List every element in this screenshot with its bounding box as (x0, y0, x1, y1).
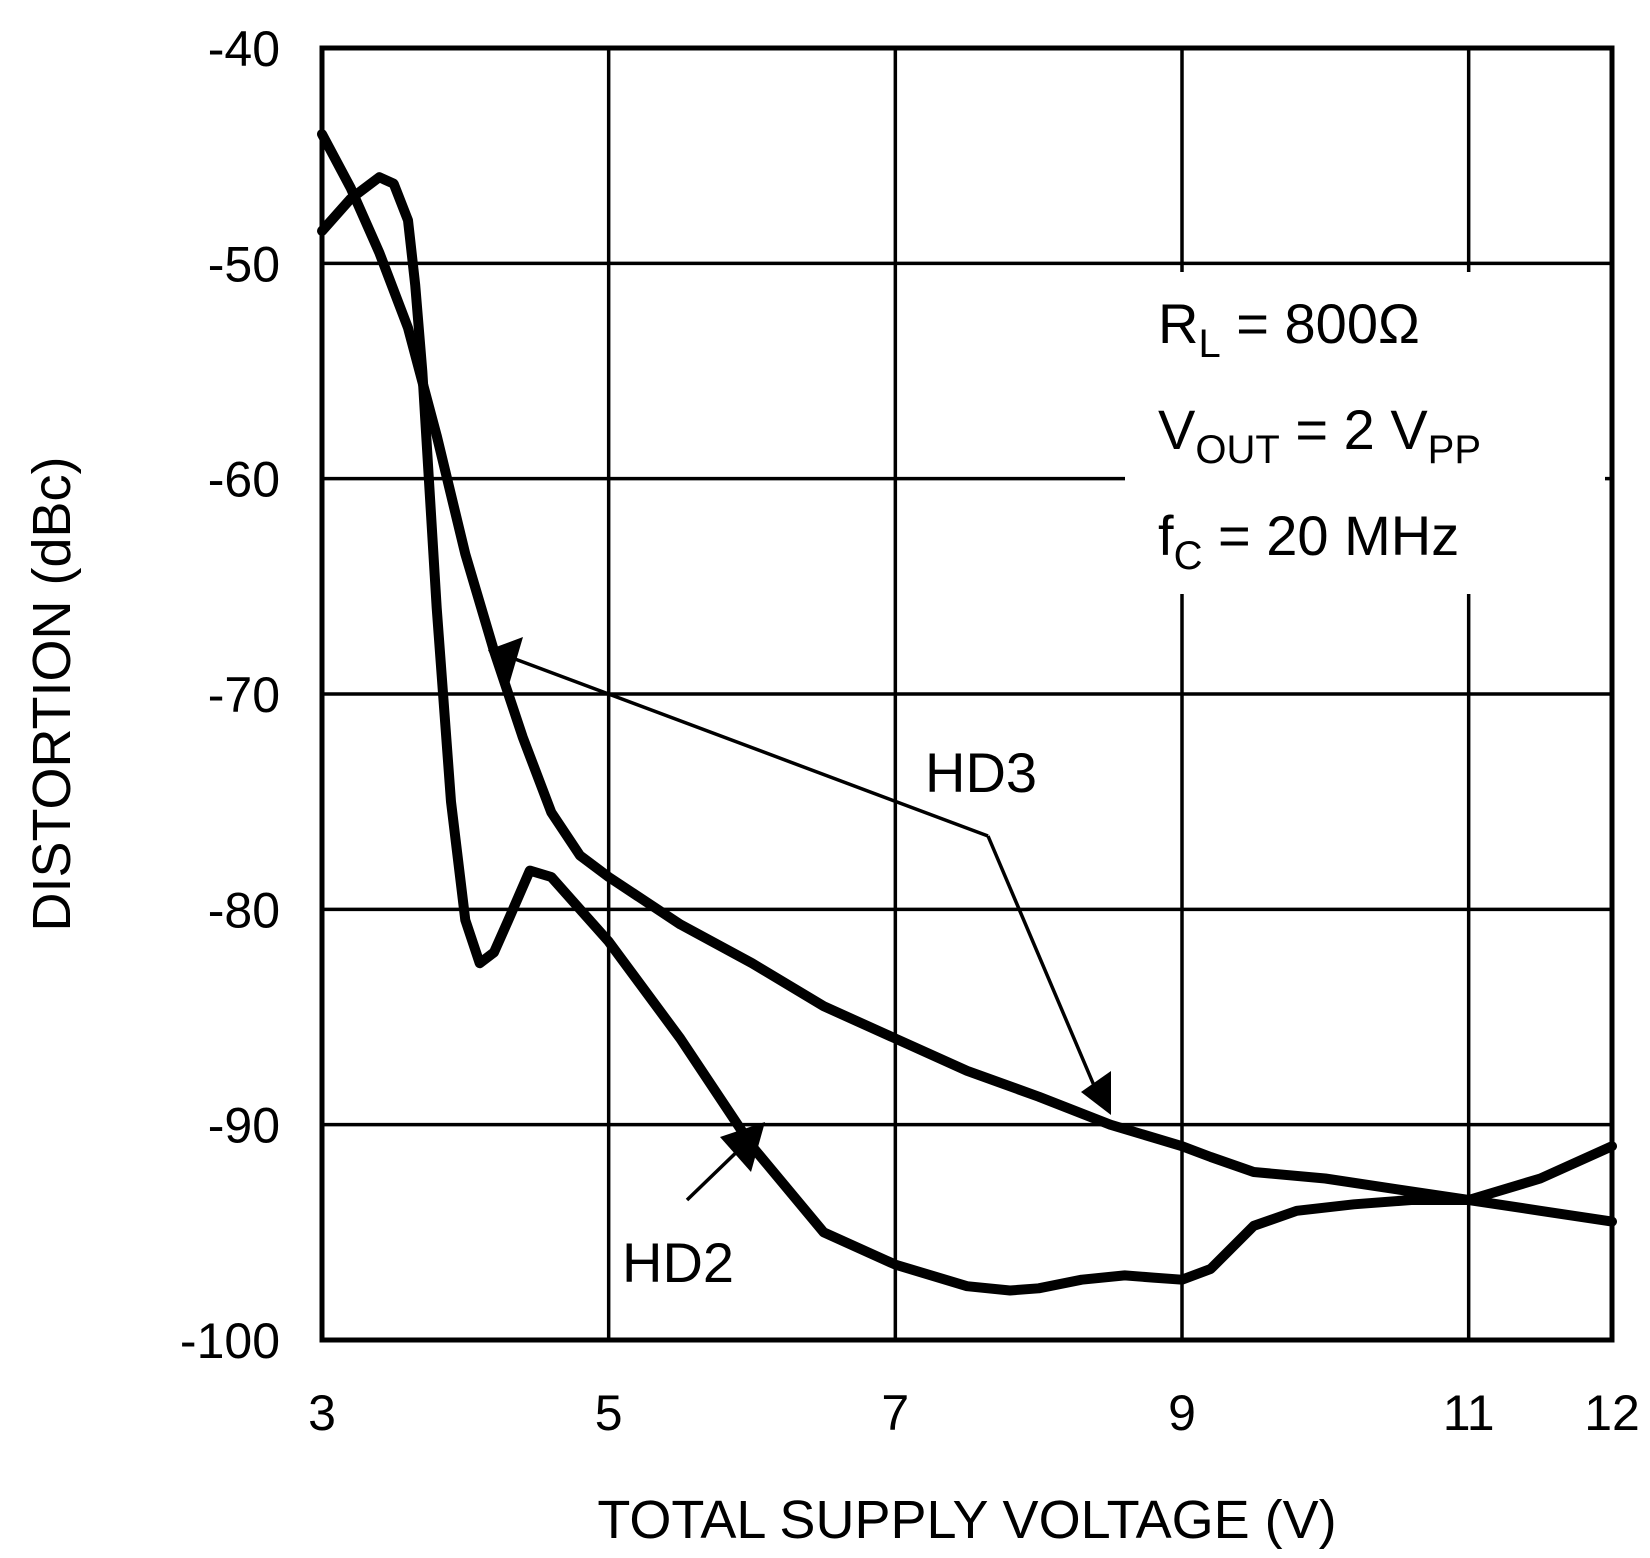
x-tick-label: 5 (595, 1385, 623, 1441)
y-tick-label: -70 (208, 667, 280, 723)
series-line-hd2 (317, 172, 1617, 1296)
rl-condition: RL = 800Ω (1158, 292, 1420, 366)
vout-main: V (1158, 398, 1196, 461)
x-tick-label: 9 (1168, 1385, 1196, 1441)
hd3-leader-line-2 (986, 835, 1103, 1103)
x-tick-labels: 3 5 7 9 11 12 (308, 1385, 1640, 1441)
hd3-arrows (514, 657, 1103, 1103)
hd2-label: HD2 (622, 1231, 734, 1294)
fc-condition: fC = 20 MHz (1158, 504, 1459, 578)
x-tick-label: 3 (308, 1385, 336, 1441)
y-tick-label: -50 (208, 236, 280, 292)
y-tick-label: -90 (208, 1098, 280, 1154)
y-tick-label: -80 (208, 882, 280, 938)
x-tick-label: 7 (881, 1385, 909, 1441)
hd2-arrowhead (720, 1122, 765, 1172)
fc-main: f (1158, 504, 1174, 567)
fc-value: = 20 MHz (1202, 504, 1459, 567)
x-axis-label: TOTAL SUPPLY VOLTAGE (V) (597, 1490, 1336, 1550)
rl-main: R (1158, 292, 1198, 355)
rl-subscript: L (1198, 322, 1220, 366)
y-tick-label: -100 (180, 1313, 280, 1369)
y-tick-label: -60 (208, 452, 280, 508)
y-tick-label: -40 (208, 21, 280, 77)
rl-value: = 800Ω (1221, 292, 1420, 355)
x-tick-label: 11 (1443, 1385, 1495, 1441)
hd3-arrowhead-left (488, 637, 523, 688)
vout-condition: VOUT = 2 VPP (1158, 398, 1481, 472)
plot-frame (319, 45, 1615, 1343)
fc-subscript: C (1174, 534, 1203, 578)
hd3-label: HD3 (925, 741, 1037, 804)
series-line-hd3 (317, 129, 1617, 1227)
vout-subscript: OUT (1195, 428, 1279, 472)
hd3-leader-line (514, 657, 989, 838)
conditions-background (1125, 272, 1605, 594)
x-tick-label: 12 (1584, 1385, 1640, 1441)
vout-value: = 2 V (1280, 398, 1429, 461)
data-series (317, 129, 1617, 1296)
y-axis-label: DISTORTION (dBc) (22, 456, 82, 931)
vout-unit-subscript: PP (1428, 428, 1481, 472)
y-tick-labels: -40 -50 -60 -70 -80 -90 -100 (180, 21, 280, 1369)
hd3-arrowhead-right (1081, 1071, 1111, 1115)
